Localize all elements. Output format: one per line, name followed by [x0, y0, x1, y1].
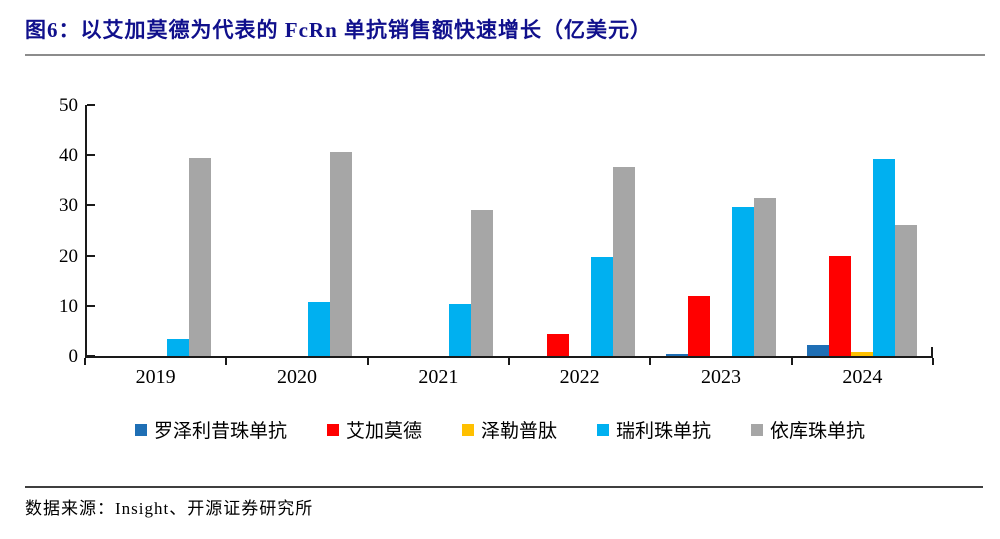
y-tick-mark	[87, 104, 95, 106]
bar-艾加莫德-2023	[688, 296, 710, 356]
title-divider	[25, 54, 985, 56]
bar-依库珠单抗-2021	[471, 210, 494, 356]
y-tick-label: 20	[59, 245, 78, 267]
legend-label: 艾加莫德	[345, 421, 422, 442]
bar-chart: 0 10 20 30 40 50 2019 2020 2021 2022 2023 2024	[59, 95, 934, 388]
bar-依库珠单抗-2020	[330, 152, 352, 356]
x-tick-mark	[225, 358, 228, 365]
bar-瑞利珠单抗-2020	[308, 302, 330, 356]
y-axis-line	[85, 105, 87, 358]
x-axis-line	[85, 356, 933, 358]
y-tick-label: 40	[59, 145, 78, 167]
legend-label: 瑞利珠单抗	[616, 421, 712, 442]
y-tick-label: 30	[59, 195, 78, 217]
x-tick-mark	[508, 358, 510, 365]
x-axis-label: 2022	[559, 366, 600, 388]
x-tick-mark	[790, 358, 793, 365]
y-tick-label: 50	[59, 95, 78, 116]
bar-罗泽利昔珠单抗-2024	[807, 345, 830, 356]
legend-swatch-icon	[751, 423, 764, 436]
bar-艾加莫德-2022	[546, 334, 569, 356]
x-tick-mark	[366, 358, 369, 365]
legend-label: 罗泽利昔珠单抗	[153, 421, 287, 442]
bar-瑞利珠单抗-2021	[449, 304, 472, 356]
x-axis-end-tick	[931, 347, 933, 356]
x-axis-label: 2024	[842, 366, 883, 388]
y-tick-mark	[87, 204, 95, 207]
x-axis-label: 2023	[701, 366, 741, 388]
x-axis-label: 2021	[418, 366, 459, 388]
y-tick-mark	[87, 154, 95, 157]
y-tick-mark	[87, 254, 95, 257]
bar-罗泽利昔珠单抗-2023	[666, 354, 688, 356]
legend-item: 瑞利珠单抗	[597, 416, 711, 443]
y-tick-label: 10	[59, 295, 78, 317]
bar-依库珠单抗-2023	[754, 198, 776, 356]
bar-瑞利珠单抗-2019	[166, 339, 189, 356]
legend-swatch-icon	[326, 423, 339, 436]
source-note: 数据来源：Insight、开源证券研究所	[25, 499, 314, 518]
bar-泽勒普肽-2024	[851, 352, 874, 356]
legend-item: 泽勒普肽	[461, 416, 557, 443]
x-tick-mark	[932, 358, 934, 365]
x-tick-mark	[84, 358, 86, 365]
figure-title: 图6：以艾加莫德为代表的 FcRn 单抗销售额快速增长（亿美元）	[25, 18, 652, 42]
legend-label: 依库珠单抗	[770, 421, 866, 442]
y-tick-label: 0	[68, 346, 79, 367]
x-tick-mark	[649, 358, 652, 365]
bar-瑞利珠单抗-2022	[590, 257, 613, 356]
legend-item: 罗泽利昔珠单抗	[134, 416, 287, 443]
legend-swatch-icon	[461, 423, 474, 436]
source-divider	[25, 486, 983, 488]
bar-依库珠单抗-2024	[895, 225, 918, 356]
x-axis-label: 2020	[277, 366, 317, 388]
chart-legend: 罗泽利昔珠单抗 艾加莫德 泽勒普肽 瑞利珠单抗 依库珠单抗	[0, 416, 1000, 443]
legend-item: 艾加莫德	[326, 416, 422, 443]
legend-item: 依库珠单抗	[751, 416, 865, 443]
legend-swatch-icon	[597, 423, 609, 436]
bar-瑞利珠单抗-2023	[732, 207, 754, 356]
bar-艾加莫德-2024	[829, 256, 852, 356]
x-axis-label: 2019	[135, 366, 176, 388]
bar-依库珠单抗-2022	[612, 167, 635, 356]
bar-瑞利珠单抗-2024	[873, 159, 896, 356]
y-tick-mark	[87, 304, 95, 307]
legend-label: 泽勒普肽	[480, 421, 557, 442]
legend-swatch-icon	[134, 423, 147, 436]
bar-依库珠单抗-2019	[188, 158, 211, 356]
